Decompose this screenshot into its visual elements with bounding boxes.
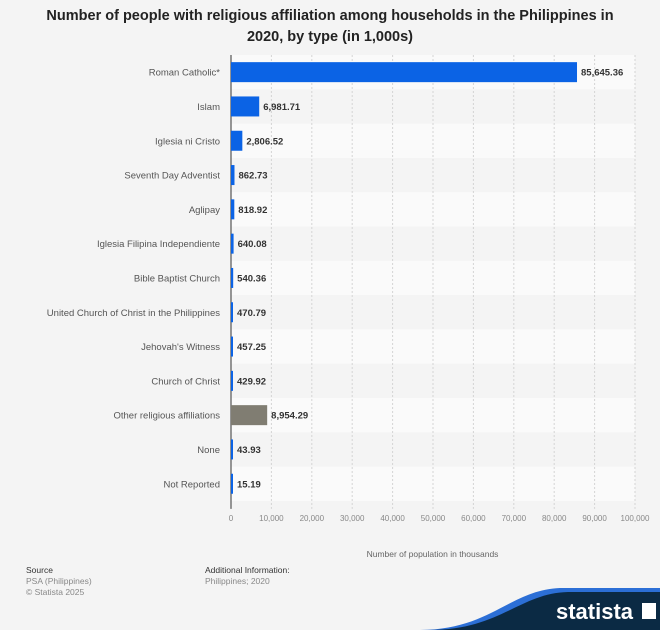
bar-church-of-christ — [231, 370, 233, 391]
value-label: 85,645.36 — [581, 68, 623, 79]
category-label: Roman Catholic* — [149, 68, 221, 79]
value-label: 470.79 — [237, 308, 266, 319]
category-label: United Church of Christ in the Philippin… — [47, 308, 220, 319]
logo-text: statista — [556, 599, 634, 624]
bar-none — [231, 439, 233, 460]
bar-roman-catholic — [231, 62, 578, 83]
row-stripe — [231, 329, 635, 364]
value-label: 43.93 — [237, 445, 261, 456]
value-label: 862.73 — [238, 171, 267, 182]
category-label: Not Reported — [163, 479, 220, 490]
bar-not-reported — [231, 473, 233, 494]
category-label: Islam — [197, 102, 220, 113]
statista-logo[interactable]: statista — [420, 585, 660, 630]
bar-iglesia-filipina-independiente — [231, 233, 234, 254]
value-label: 2,806.52 — [246, 136, 283, 147]
value-label: 457.25 — [237, 342, 267, 353]
source-text[interactable]: PSA (Philippines) — [26, 576, 92, 586]
value-label: 640.08 — [238, 239, 267, 250]
x-tick-label: 60,000 — [461, 514, 486, 523]
category-label: Iglesia ni Cristo — [155, 136, 220, 147]
category-label: Seventh Day Adventist — [124, 171, 220, 182]
value-label: 6,981.71 — [263, 102, 301, 113]
x-tick-label: 0 — [229, 514, 234, 523]
additional-info-block: Additional Information: Philippines; 202… — [205, 565, 290, 587]
row-stripe — [231, 192, 635, 227]
x-tick-label: 70,000 — [502, 514, 527, 523]
x-tick-label: 50,000 — [421, 514, 446, 523]
value-label: 8,954.29 — [271, 411, 308, 422]
category-label: Iglesia Filipina Independiente — [97, 239, 220, 250]
additional-heading: Additional Information: — [205, 565, 290, 575]
x-tick-label: 20,000 — [300, 514, 325, 523]
bar-other-religious-affiliations — [231, 405, 268, 426]
statista-mark-icon — [642, 603, 656, 619]
category-label: Bible Baptist Church — [134, 273, 220, 284]
bar-aglipay — [231, 199, 235, 220]
row-stripe — [231, 260, 635, 296]
bar-united-church-of-christ-in-the-philippines — [231, 302, 233, 323]
x-tick-label: 80,000 — [542, 514, 567, 523]
x-tick-label: 90,000 — [582, 514, 607, 523]
bar-jehovah-s-witness — [231, 336, 233, 357]
source-block: Source PSA (Philippines) © Statista 2025 — [26, 565, 92, 598]
additional-text: Philippines; 2020 — [205, 576, 270, 586]
x-tick-label: 30,000 — [340, 514, 365, 523]
value-label: 429.92 — [237, 376, 266, 387]
source-heading: Source — [26, 565, 53, 575]
x-axis-label: Number of population in thousands — [366, 549, 499, 559]
value-label: 818.92 — [238, 205, 267, 216]
x-tick-label: 40,000 — [380, 514, 405, 523]
category-label: Aglipay — [189, 205, 220, 216]
x-tick-label: 10,000 — [259, 514, 284, 523]
bar-islam — [231, 96, 260, 117]
category-label: Jehovah's Witness — [141, 342, 220, 353]
bar-bible-baptist-church — [231, 267, 234, 288]
chart-title: Number of people with religious affiliat… — [46, 8, 614, 45]
value-label: 15.19 — [237, 479, 261, 490]
bar-iglesia-ni-cristo — [231, 130, 243, 151]
bar-seventh-day-adventist — [231, 165, 235, 186]
category-label: None — [197, 445, 220, 456]
x-tick-label: 100,000 — [621, 514, 650, 523]
copyright: © Statista 2025 — [26, 587, 85, 597]
value-label: 540.36 — [237, 273, 266, 284]
category-label: Other religious affiliations — [114, 411, 221, 422]
category-label: Church of Christ — [151, 376, 220, 387]
